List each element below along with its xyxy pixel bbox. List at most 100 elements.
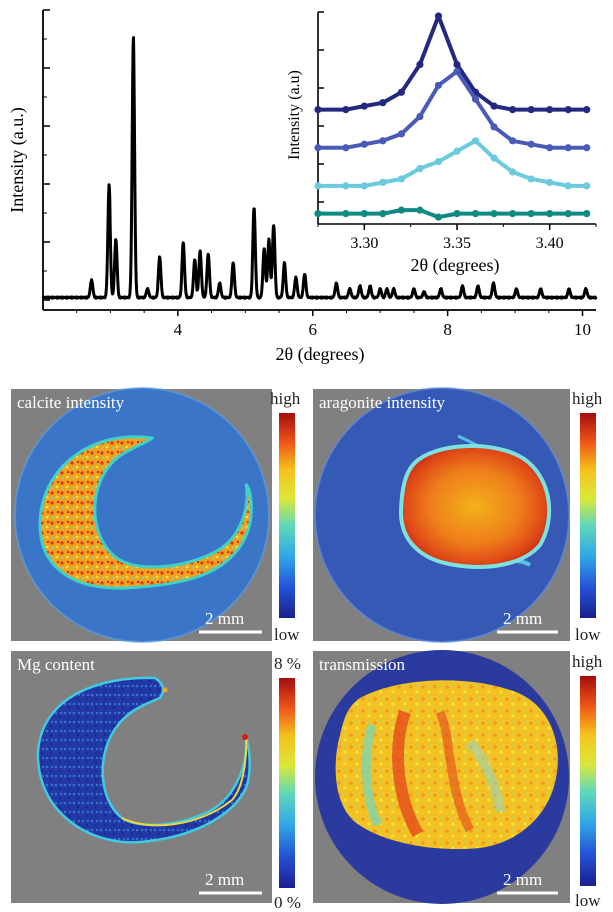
main-x-tick-label: 4 (174, 320, 183, 339)
main-x-ticks: 4 6 8 10 (76, 310, 591, 339)
inset-data-point (508, 168, 517, 176)
inset-x-ticks: 3.30 3.35 3.40 (317, 224, 597, 252)
aragonite-colorbar (580, 413, 596, 618)
inset-x-tick-label: 3.35 (443, 235, 471, 252)
aragonite-map-title: aragonite intensity (319, 393, 446, 412)
inset-data-point (527, 175, 535, 183)
inset-data-point (527, 140, 535, 148)
aragonite-blob (398, 444, 552, 569)
transmission-map-title: transmission (319, 655, 405, 674)
inset-data-point (379, 99, 387, 107)
mg-colorbar-bottom: 0 % (274, 893, 301, 912)
inset-x-axis-label: 2θ (degrees) (410, 255, 499, 276)
inset-data-point (453, 210, 461, 218)
inset-data-point (416, 60, 424, 69)
inset-series-group (314, 12, 591, 221)
inset-data-point (471, 137, 480, 145)
inset-data-point (360, 102, 368, 110)
inset-data-point (490, 154, 498, 162)
inset-data-point (314, 106, 322, 114)
inset-data-point (546, 178, 554, 186)
inset-data-point (453, 67, 461, 76)
inset-data-point (434, 81, 443, 89)
mg-colorbar (279, 678, 295, 888)
inset-data-point (490, 210, 498, 218)
inset-y-axis-label: Intensity (a.u) (286, 70, 303, 160)
inset-data-point (564, 144, 572, 152)
inset-y-ticks (318, 11, 324, 203)
inset-data-point (583, 210, 591, 218)
inset-data-point (527, 106, 535, 114)
inset-data-point (360, 182, 368, 190)
inset-data-point (434, 158, 443, 166)
inset-data-point (434, 12, 443, 20)
inset-data-point (397, 175, 405, 183)
inset-data-point (314, 144, 322, 152)
inset-data-point (546, 106, 554, 114)
transmission-colorbar (580, 676, 596, 886)
inset-x-tick-label: 3.30 (350, 235, 378, 252)
inset-data-point (508, 137, 517, 145)
inset-data-point (397, 130, 405, 138)
inset-data-point (564, 210, 572, 218)
inset-data-point (314, 210, 322, 218)
inset-data-point (583, 144, 591, 152)
calcite-map-panel: calcite intensity 2 mm high low (11, 387, 301, 644)
inset-data-point (471, 210, 480, 218)
inset-data-point (508, 210, 517, 218)
main-x-tick-label: 6 (309, 320, 318, 339)
transmission-colorbar-low: low (575, 891, 601, 910)
transmission-scalebar-label: 2 mm (503, 870, 542, 889)
transmission-map-panel: transmission 2 mm high low (313, 650, 603, 910)
calcite-colorbar (279, 413, 295, 618)
aragonite-scalebar-label: 2 mm (503, 609, 542, 628)
mg-map-panel: Mg content 2 mm 8 % 0 % (11, 651, 301, 912)
inset-data-point (416, 206, 424, 214)
inset-data-point (527, 210, 535, 218)
inset-data-point (342, 106, 350, 114)
inset-data-point (416, 164, 424, 173)
main-x-axis-label: 2θ (degrees) (275, 344, 364, 365)
main-x-tick-label: 10 (574, 320, 591, 339)
inset-data-point (434, 213, 443, 221)
main-diffraction-plot: 4 6 8 10 2θ (degrees) Intensity (a.u.) (7, 9, 598, 365)
main-x-tick-label: 8 (443, 320, 452, 339)
inset-data-point (360, 140, 368, 148)
inset-data-point (397, 88, 405, 96)
inset-data-point (360, 210, 368, 218)
inset-data-point (583, 106, 591, 114)
main-y-axis-label: Intensity (a.u.) (7, 107, 28, 212)
inset-data-point (546, 144, 554, 152)
aragonite-map-panel: aragonite intensity 2 mm high low (313, 387, 603, 644)
calcite-scalebar-label: 2 mm (205, 609, 244, 628)
mg-colorbar-top: 8 % (274, 654, 301, 673)
inset-data-point (314, 182, 322, 190)
inset-data-point (379, 210, 387, 218)
calcite-colorbar-low: low (274, 625, 300, 644)
inset-data-point (583, 182, 591, 190)
inset-x-tick-label: 3.40 (536, 235, 564, 252)
inset-data-point (379, 137, 387, 145)
mg-map-title: Mg content (17, 655, 95, 674)
aragonite-colorbar-low: low (575, 625, 601, 644)
inset-data-point (416, 112, 424, 121)
inset-data-point (453, 147, 461, 155)
main-series-line (41, 36, 598, 300)
inset-data-point (490, 123, 498, 131)
mg-scalebar-label: 2 mm (205, 870, 244, 889)
inset-data-point (342, 182, 350, 190)
inset-data-point (471, 95, 480, 103)
inset-data-point (564, 106, 572, 114)
inset-data-point (546, 210, 554, 218)
calcite-colorbar-high: high (270, 389, 301, 408)
inset-data-point (379, 178, 387, 186)
inset-data-point (508, 106, 517, 114)
inset-plot: 3.30 3.35 3.40 2θ (degrees) Intensity (a.u… (286, 8, 597, 276)
inset-data-point (564, 182, 572, 190)
calcite-crescent (38, 435, 253, 590)
transmission-colorbar-high: high (572, 652, 603, 671)
inset-data-point (342, 144, 350, 152)
aragonite-colorbar-high: high (572, 389, 603, 408)
calcite-map-title: calcite intensity (17, 393, 125, 412)
